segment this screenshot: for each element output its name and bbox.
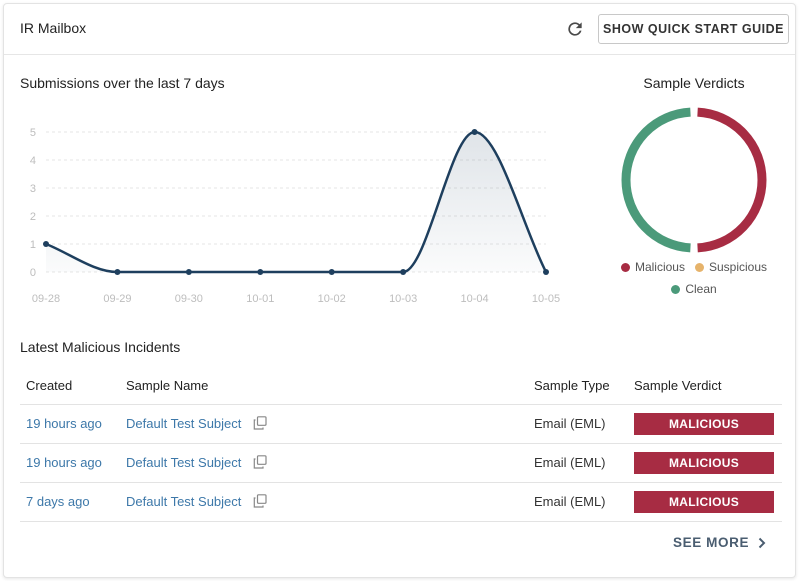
sample-name-link[interactable]: Default Test Subject [126,416,242,431]
data-point [185,269,192,275]
legend-label-clean: Clean [685,282,717,296]
data-point [43,241,49,247]
slice-clean [621,107,691,253]
column-header-sample-type: Sample Type [528,368,628,405]
x-tick-label: 09-30 [175,293,203,305]
created-link[interactable]: 19 hours ago [26,416,102,431]
table-row: 7 days ago Default Test Subject Email (E… [20,482,782,522]
data-point [257,269,264,275]
data-point [400,269,407,275]
sample-type: Email (EML) [528,443,628,483]
y-tick-label: 5 [30,127,36,139]
ir-mailbox-card: IR Mailbox SHOW QUICK START GUIDE Submis… [3,3,796,578]
malicious-dot-icon [620,262,630,272]
show-quick-start-guide-button[interactable]: SHOW QUICK START GUIDE [598,14,789,44]
submissions-chart: 0 1 2 3 4 5 09-28 09-29 09-30 10-01 10-02 10-03 10-0… [30,127,560,305]
y-tick-label: 3 [30,183,36,195]
sample-verdicts-donut [621,107,767,253]
sample-name-link[interactable]: Default Test Subject [126,494,242,509]
incidents-table: Created Sample Name Sample Type Sample V… [20,368,782,522]
table-row: 19 hours ago Default Test Subject Email … [20,404,782,444]
x-tick-label: 10-03 [389,293,417,305]
table-row: 19 hours ago Default Test Subject Email … [20,443,782,483]
data-point [114,269,121,275]
x-tick-label: 09-28 [32,293,60,305]
x-tick-label: 10-04 [461,293,489,305]
legend-label-suspicious: Suspicious [708,260,768,274]
refresh-button[interactable] [563,17,587,41]
sample-type: Email (EML) [528,482,628,522]
verdict-badge: MALICIOUS [634,490,774,513]
sample-type: Email (EML) [528,404,628,444]
suspicious-dot-icon [694,262,704,272]
created-link[interactable]: 19 hours ago [26,455,102,470]
slice-malicious [697,107,767,253]
legend-item-clean[interactable]: Clean [671,282,717,296]
sample-verdicts-title: Sample Verdicts [643,75,745,91]
column-header-sample-name: Sample Name [120,368,528,405]
x-tick-label: 10-05 [532,293,560,305]
verdict-badge: MALICIOUS [634,412,774,435]
sample-name-link[interactable]: Default Test Subject [126,455,242,470]
column-header-created: Created [20,368,120,405]
verdict-badge: MALICIOUS [634,451,774,474]
legend-item-suspicious[interactable]: Suspicious [694,260,768,274]
copy-icon[interactable] [253,416,267,430]
submissions-title: Submissions over the last 7 days [20,75,225,91]
legend-item-malicious[interactable]: Malicious [620,260,685,274]
x-tick-label: 10-02 [318,293,346,305]
see-more-button[interactable]: SEE MORE [673,535,767,550]
verdict-legend-row-2: Clean [604,282,784,296]
latest-incidents-title: Latest Malicious Incidents [20,339,181,355]
y-tick-label: 2 [30,211,36,223]
see-more-label: SEE MORE [673,535,750,550]
y-tick-label: 4 [30,155,36,167]
data-point [471,129,478,135]
data-point [543,269,549,275]
table-header-row: Created Sample Name Sample Type Sample V… [20,368,782,405]
y-tick-label: 1 [30,239,36,251]
card-header: IR Mailbox SHOW QUICK START GUIDE [4,4,795,55]
card-title: IR Mailbox [20,20,87,36]
verdict-legend-row-1: Malicious Suspicious [604,260,784,274]
chevron-right-icon [758,537,766,548]
x-tick-label: 10-01 [246,293,274,305]
clean-dot-icon [671,284,681,294]
x-tick-label: 09-29 [103,293,131,305]
legend-label-malicious: Malicious [634,260,685,274]
y-tick-label: 0 [30,267,36,279]
area-fill [46,132,546,272]
created-link[interactable]: 7 days ago [26,494,90,509]
column-header-sample-verdict: Sample Verdict [628,368,782,405]
refresh-icon [568,22,582,36]
copy-icon[interactable] [253,455,267,469]
copy-icon[interactable] [253,494,267,508]
data-point [328,269,335,275]
